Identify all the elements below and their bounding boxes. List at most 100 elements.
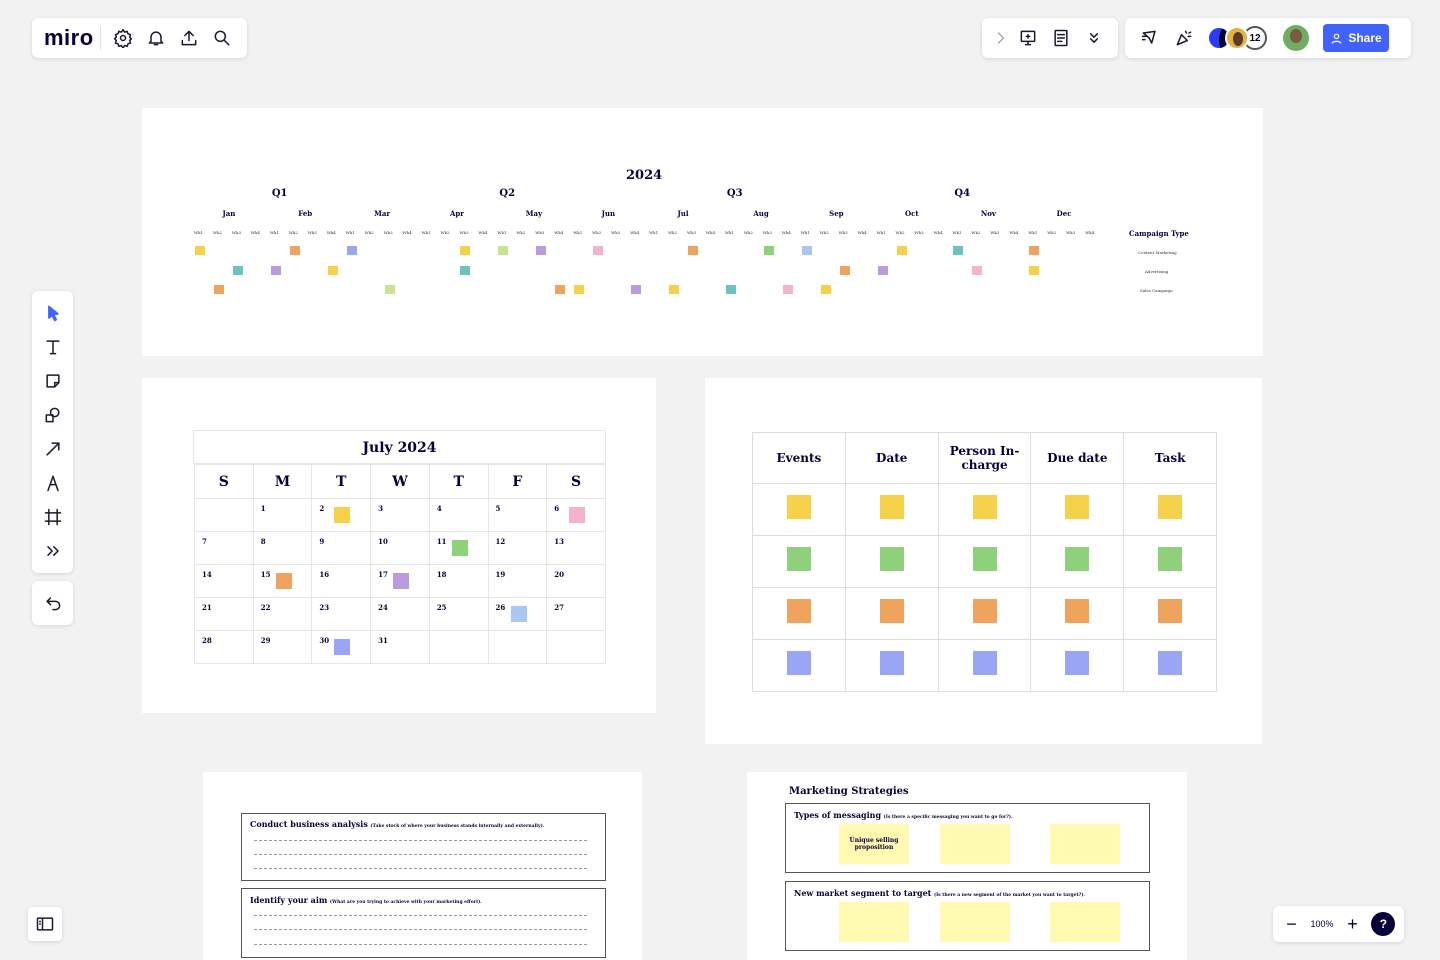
task-sticky-note[interactable] <box>972 495 997 519</box>
sticky-note[interactable] <box>940 824 1010 864</box>
task-table-cell[interactable] <box>937 587 1032 640</box>
timeline-frame[interactable]: 2024 Q1 Q2 Q3 Q4 Jan Feb Mar Apr May Jun Jul Aug Sep… <box>142 108 1263 356</box>
timeline-sticky-note[interactable] <box>593 246 604 255</box>
timeline-sticky-note[interactable] <box>1029 246 1040 255</box>
calendar-day-cell[interactable]: 8 <box>252 531 313 565</box>
calendar-sticky-note[interactable] <box>334 639 351 655</box>
user-avatar[interactable] <box>1283 25 1309 51</box>
timeline-sticky-note[interactable] <box>669 285 679 294</box>
calendar-day-cell[interactable]: 31 <box>370 630 430 664</box>
calendar-day-cell[interactable]: 13 <box>546 531 606 565</box>
task-table-cell[interactable] <box>1123 639 1217 692</box>
task-table-cell[interactable] <box>937 483 1032 536</box>
miro-logo[interactable]: miro <box>40 26 101 50</box>
calendar-day-cell[interactable]: 22 <box>252 597 313 631</box>
task-sticky-note[interactable] <box>1158 495 1183 519</box>
timeline-sticky-note[interactable] <box>782 285 793 294</box>
calendar-day-cell[interactable] <box>487 630 548 664</box>
celebrate-icon[interactable] <box>1167 21 1201 55</box>
timeline-sticky-note[interactable] <box>631 285 642 294</box>
task-sticky-note[interactable] <box>879 651 904 675</box>
search-icon[interactable] <box>206 21 239 55</box>
calendar-day-cell[interactable]: 28 <box>194 630 254 664</box>
calendar-day-cell[interactable] <box>428 630 489 664</box>
task-table-cell[interactable] <box>844 587 939 640</box>
task-sticky-note[interactable] <box>972 651 997 675</box>
presentation-icon[interactable] <box>1011 21 1044 55</box>
calendar-sticky-note[interactable] <box>451 540 468 556</box>
task-sticky-note[interactable] <box>972 547 997 571</box>
timeline-sticky-note[interactable] <box>270 265 281 275</box>
calendar-sticky-note[interactable] <box>569 507 586 523</box>
task-table-cell[interactable] <box>1123 483 1217 536</box>
timeline-sticky-note[interactable] <box>213 285 224 294</box>
timeline-sticky-note[interactable] <box>384 285 395 294</box>
task-sticky-note[interactable] <box>786 495 811 519</box>
task-sticky-note[interactable] <box>1158 547 1183 571</box>
sticky-note[interactable] <box>940 902 1010 942</box>
cursor-follow-icon[interactable] <box>1133 21 1167 55</box>
task-sticky-note[interactable] <box>1158 651 1183 675</box>
calendar-day-cell[interactable]: 5 <box>487 498 548 532</box>
task-table-cell[interactable] <box>1030 587 1125 640</box>
undo-icon[interactable] <box>36 586 70 620</box>
task-table-cell[interactable] <box>844 639 939 692</box>
timeline-sticky-note[interactable] <box>195 246 205 255</box>
calendar-day-cell[interactable]: 3 <box>370 498 430 532</box>
calendar-sticky-note[interactable] <box>334 507 351 523</box>
task-table-cell[interactable] <box>937 639 1032 692</box>
task-table-cell[interactable] <box>1030 535 1125 588</box>
chevron-double-down-icon[interactable] <box>1077 21 1110 55</box>
task-table-cell[interactable] <box>752 587 846 640</box>
sticky-note-tool-icon[interactable] <box>36 364 70 398</box>
identify-aim-box[interactable]: Identify your aim (What are you trying t… <box>241 888 606 958</box>
timeline-sticky-note[interactable] <box>801 246 812 255</box>
sticky-note[interactable] <box>1050 824 1120 864</box>
task-table-cell[interactable] <box>1030 483 1125 536</box>
timeline-sticky-note[interactable] <box>763 246 774 255</box>
calendar-day-cell[interactable]: 12 <box>487 531 548 565</box>
notes-icon[interactable] <box>1044 21 1077 55</box>
avatar[interactable] <box>1225 26 1249 50</box>
task-sticky-note[interactable] <box>1158 599 1183 623</box>
zoom-level[interactable]: 100% <box>1310 919 1334 929</box>
task-sticky-note[interactable] <box>786 651 811 675</box>
settings-icon[interactable] <box>107 21 140 55</box>
calendar-day-cell[interactable]: 24 <box>370 597 430 631</box>
timeline-sticky-note[interactable] <box>687 246 698 255</box>
calendar-day-cell[interactable] <box>546 630 606 664</box>
calendar-day-cell[interactable]: 26 <box>487 597 548 631</box>
calendar-day-cell[interactable]: 19 <box>487 564 548 598</box>
calendar-day-cell[interactable]: 30 <box>311 630 372 664</box>
timeline-sticky-note[interactable] <box>346 246 357 255</box>
frame-tool-icon[interactable] <box>36 500 70 534</box>
sticky-note[interactable]: Unique selling proposition <box>839 824 909 864</box>
task-table-cell[interactable] <box>1123 587 1217 640</box>
task-sticky-note[interactable] <box>1065 599 1090 623</box>
timeline-sticky-note[interactable] <box>1029 265 1040 275</box>
timeline-sticky-note[interactable] <box>327 265 338 275</box>
calendar-day-cell[interactable]: 16 <box>311 564 372 598</box>
zoom-in-button[interactable]: + <box>1347 913 1358 934</box>
calendar-sticky-note[interactable] <box>275 573 292 589</box>
task-table-cell[interactable] <box>752 535 846 588</box>
timeline-sticky-note[interactable] <box>574 285 585 294</box>
task-table-cell[interactable] <box>752 483 846 536</box>
timeline-sticky-note[interactable] <box>232 265 243 275</box>
timeline-sticky-note[interactable] <box>896 246 907 255</box>
timeline-sticky-note[interactable] <box>498 246 509 255</box>
task-sticky-note[interactable] <box>879 547 904 571</box>
calendar-sticky-note[interactable] <box>393 573 410 589</box>
task-sticky-note[interactable] <box>879 495 904 519</box>
timeline-sticky-note[interactable] <box>839 265 850 275</box>
task-table-cell[interactable] <box>752 639 846 692</box>
calendar-day-cell[interactable]: 14 <box>194 564 254 598</box>
task-sticky-note[interactable] <box>972 599 997 623</box>
chevron-right-icon[interactable] <box>990 21 1011 55</box>
calendar-day-cell[interactable]: 18 <box>428 564 489 598</box>
calendar-day-cell[interactable]: 27 <box>546 597 606 631</box>
business-frame[interactable]: Conduct business analysis (Take stock of… <box>203 772 642 960</box>
calendar-day-cell[interactable] <box>194 498 254 532</box>
task-sticky-note[interactable] <box>786 547 811 571</box>
